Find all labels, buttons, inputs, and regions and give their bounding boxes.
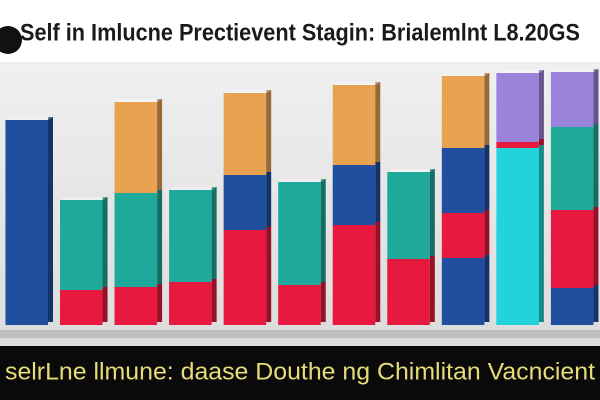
bar-segment [387,172,430,259]
bar-side [375,162,381,222]
bar-segment [169,190,212,282]
bar-segment [496,142,539,148]
bar-segment [332,225,376,325]
bar-side [484,210,490,255]
bar-side [102,197,108,287]
bar-segment [496,148,539,325]
bar-top [5,117,54,120]
bar-top [169,187,217,190]
bar-top [223,90,272,93]
bar-segment [114,193,158,287]
floor [0,330,600,338]
bar-side [429,169,435,256]
bar-segment [278,182,321,285]
bar-side [157,99,163,190]
bar-side [538,145,544,322]
bar-top [441,73,490,76]
plot-area [5,69,599,325]
bar-top [550,69,599,72]
caption-band [0,346,600,400]
bar-side [102,287,108,322]
bar-segment [223,93,267,175]
bar-side [320,282,326,322]
bar-segment [441,148,485,213]
bar-segment [550,288,594,325]
bar-side [538,139,544,145]
bar-segment [223,230,267,325]
bar-segment [223,175,267,230]
bar-segment [441,76,485,148]
bar-segment [332,165,376,225]
bar-side [266,172,272,227]
bar-side [484,255,490,322]
caption: selrLne llmune: daase Douthe ng Chimlita… [5,358,595,385]
bar-segment [60,200,103,290]
title-band [0,0,600,62]
bar-side [429,256,435,322]
bar-segment [387,259,430,325]
bar-segment [550,210,594,288]
bar-top [278,179,326,182]
bar-side [375,222,381,322]
bar-side [484,145,490,210]
bar-side [157,190,163,284]
bar-segment [441,258,485,325]
chart-title: Self in Imlucne Prectievent Stagin: Bria… [20,19,580,46]
bar-segment [550,127,594,210]
bar-side [48,117,53,322]
bar-side [484,73,490,145]
bar-side [320,179,326,282]
logo [0,26,22,54]
bar-segment [441,213,485,258]
bar-side [157,284,163,322]
bar-segment [496,73,539,142]
bar-segment [60,290,103,325]
bar-side [593,69,599,124]
bar-segment [278,285,321,325]
bar-segment [550,72,594,127]
bar-top [387,169,435,172]
bar-side [211,279,217,322]
bar-segment [114,102,158,193]
bar-side [266,227,272,322]
bar-side [375,82,381,162]
bar-side [538,70,544,139]
bar-top [60,197,108,200]
bar-side [593,207,599,285]
bar-segment [332,85,376,165]
bar-side [593,285,599,322]
bar-top [496,70,544,73]
bar-segment [5,120,49,325]
bar-top [114,99,163,102]
bar-segment [169,282,212,325]
bar-top [332,82,381,85]
bar-side [593,124,599,207]
bar-side [211,187,217,279]
bar-segment [114,287,158,325]
bar-side [266,90,272,172]
